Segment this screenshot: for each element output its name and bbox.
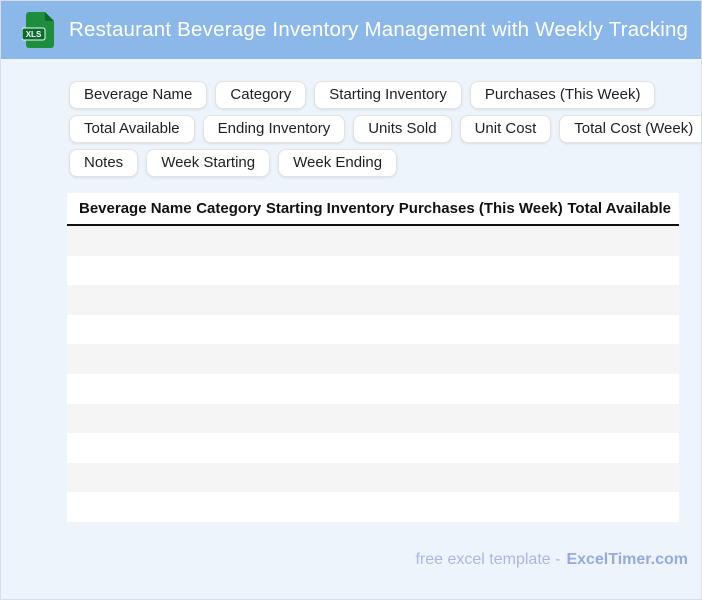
- chip-row-2: Total Available Ending Inventory Units S…: [69, 115, 701, 143]
- table-row: [67, 492, 679, 522]
- table-row: [67, 344, 679, 374]
- chip-total-cost-week[interactable]: Total Cost (Week): [559, 115, 701, 143]
- chip-beverage-name[interactable]: Beverage Name: [69, 81, 208, 109]
- chip-ending-inventory[interactable]: Ending Inventory: [202, 115, 346, 143]
- chip-row-3: Notes Week Starting Week Ending: [69, 149, 701, 177]
- chip-category[interactable]: Category: [215, 81, 307, 109]
- footer-brand-link[interactable]: ExcelTimer.com: [566, 551, 688, 568]
- column-header-category: Category: [196, 200, 262, 217]
- table-header-row: Beverage Name Category Starting Inventor…: [67, 193, 679, 226]
- table-row: [67, 403, 679, 434]
- chip-week-starting[interactable]: Week Starting: [146, 149, 271, 177]
- table-row: [67, 285, 679, 315]
- table-row: [67, 226, 679, 256]
- chip-units-sold[interactable]: Units Sold: [353, 115, 452, 143]
- preview-table: Beverage Name Category Starting Inventor…: [67, 193, 679, 522]
- table-body: [67, 226, 679, 522]
- keyword-chips: Beverage Name Category Starting Inventor…: [69, 81, 701, 177]
- chip-purchases-this-week[interactable]: Purchases (This Week): [469, 81, 656, 109]
- xls-file-icon: XLS: [22, 12, 54, 48]
- column-header-total-available: Total Available: [567, 200, 671, 217]
- column-header-starting-inventory: Starting Inventory: [265, 200, 395, 217]
- table-row: [67, 255, 679, 286]
- chip-notes[interactable]: Notes: [69, 149, 139, 177]
- chip-total-available[interactable]: Total Available: [69, 115, 195, 143]
- table-row: [67, 462, 679, 493]
- chip-week-ending[interactable]: Week Ending: [278, 149, 398, 177]
- xls-badge-text: XLS: [26, 30, 42, 39]
- column-header-beverage-name: Beverage Name: [79, 200, 192, 217]
- table-row: [67, 314, 679, 345]
- footer-text: free excel template -: [415, 551, 561, 568]
- table-row: [67, 433, 679, 463]
- page-title: Restaurant Beverage Inventory Management…: [69, 18, 689, 41]
- chip-starting-inventory[interactable]: Starting Inventory: [314, 81, 462, 109]
- footer: free excel template - ExcelTimer.com: [415, 551, 688, 569]
- chip-unit-cost[interactable]: Unit Cost: [459, 115, 552, 143]
- header-bar: XLS Restaurant Beverage Inventory Manage…: [1, 1, 701, 59]
- column-header-purchases-this-week: Purchases (This Week): [398, 200, 563, 217]
- chip-row-1: Beverage Name Category Starting Inventor…: [69, 81, 701, 109]
- table-row: [67, 373, 679, 404]
